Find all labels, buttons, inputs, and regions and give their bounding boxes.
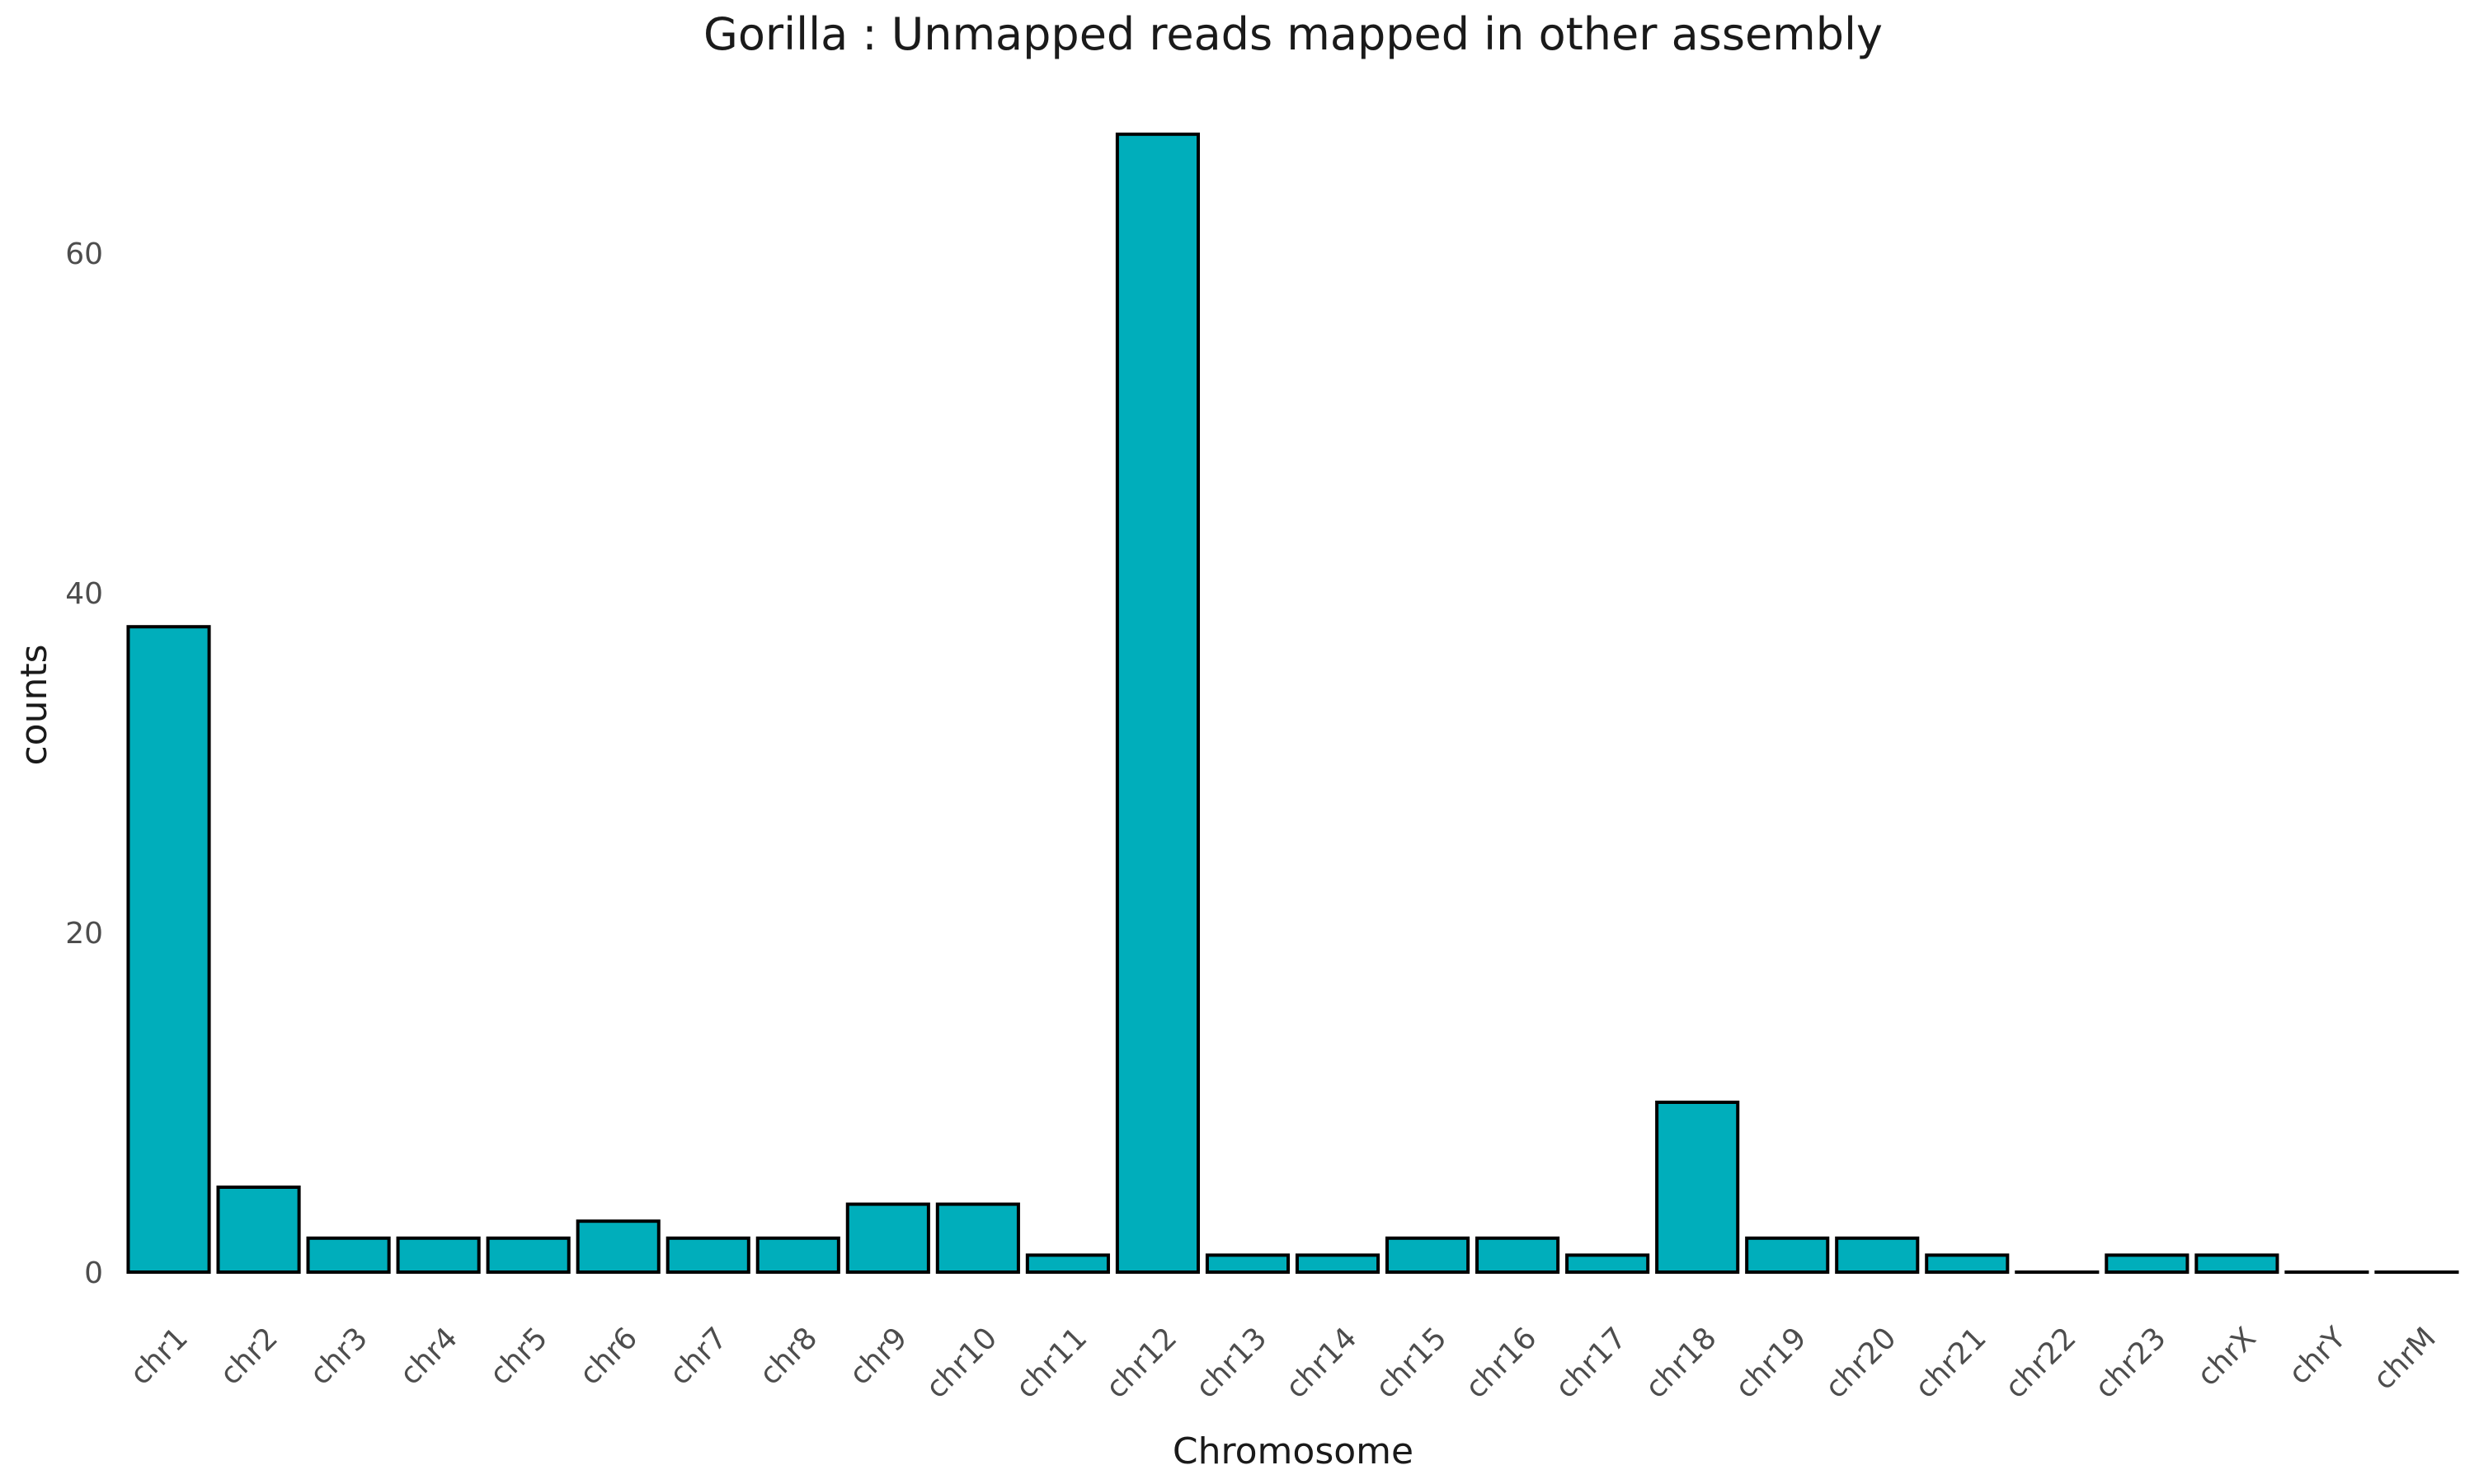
bar-chr3: [306, 1236, 391, 1275]
bar-chr17: [1565, 1253, 1650, 1275]
x-tick-label: chr15: [1369, 1321, 1453, 1405]
bar-chr8: [755, 1236, 840, 1275]
x-tick-label: chrY: [2283, 1321, 2354, 1392]
x-tick-label: chr19: [1729, 1321, 1813, 1405]
bar-chr10: [935, 1202, 1020, 1274]
chart-title: Gorilla : Unmapped reads mapped in other…: [703, 8, 1883, 60]
x-tick-label: chr14: [1279, 1321, 1363, 1405]
x-tick-label: chr20: [1819, 1321, 1903, 1405]
bar-chr23: [2105, 1253, 2189, 1275]
bar-chr12: [1115, 132, 1201, 1274]
bar-chr4: [396, 1236, 481, 1275]
bar-chr18: [1655, 1101, 1740, 1274]
bar-chr9: [845, 1202, 930, 1274]
x-tick-label: chr4: [393, 1321, 464, 1392]
x-axis-title: Chromosome: [1173, 1430, 1413, 1472]
x-tick-label: chr22: [1999, 1321, 2083, 1405]
x-tick-label: chr18: [1639, 1321, 1724, 1405]
bar-chr11: [1025, 1253, 1110, 1275]
y-tick-label: 60: [65, 237, 103, 271]
bars-group: [126, 132, 2459, 1275]
x-tick-label: chr12: [1099, 1321, 1183, 1405]
y-tick-label: 40: [65, 577, 103, 611]
x-tick-label: chr1: [124, 1321, 195, 1392]
x-tick-label: chr21: [1909, 1321, 1993, 1405]
x-tick-label: chr3: [303, 1321, 374, 1392]
y-tick-label: 20: [65, 917, 103, 951]
x-tick-label: chr13: [1189, 1321, 1273, 1405]
bar-chr1: [126, 625, 211, 1274]
x-tick-label: chr7: [663, 1321, 734, 1392]
bar-chr21: [1925, 1253, 2010, 1275]
x-tick-label: chr9: [843, 1321, 914, 1392]
x-tick-label: chr2: [214, 1321, 285, 1392]
bar-chr15: [1385, 1236, 1470, 1275]
x-tick-label: chr8: [753, 1321, 824, 1392]
bar-chr14: [1295, 1253, 1380, 1275]
x-tick-label: chr5: [483, 1321, 554, 1392]
y-tick-label: 0: [84, 1256, 103, 1290]
x-tick-label: chrM: [2367, 1321, 2443, 1397]
x-axis-ticks: chr1 chr2 chr3 chr4 chr5 chr6 chr7 chr8 chr9 chr1…: [124, 1321, 2443, 1406]
bar-chr6: [576, 1219, 661, 1274]
bar-chr5: [486, 1236, 571, 1275]
x-tick-label: chrX: [2191, 1321, 2263, 1392]
y-axis-ticks: 0 20 40 60: [65, 237, 103, 1290]
x-tick-label: chr11: [1009, 1321, 1094, 1405]
bar-chr19: [1745, 1236, 1830, 1275]
bar-chrX: [2194, 1253, 2279, 1275]
bar-chr13: [1205, 1253, 1291, 1275]
x-tick-label: chr17: [1550, 1321, 1634, 1405]
bar-chr2: [216, 1186, 301, 1274]
bar-chr16: [1475, 1236, 1560, 1275]
x-tick-label: chr6: [573, 1321, 644, 1392]
x-tick-label: chr10: [920, 1321, 1004, 1405]
x-tick-label: chr16: [1459, 1321, 1543, 1405]
y-axis-title: counts: [13, 644, 55, 765]
bar-chr20: [1835, 1236, 1920, 1275]
x-tick-label: chr23: [2089, 1321, 2173, 1405]
bar-chr7: [666, 1236, 750, 1275]
